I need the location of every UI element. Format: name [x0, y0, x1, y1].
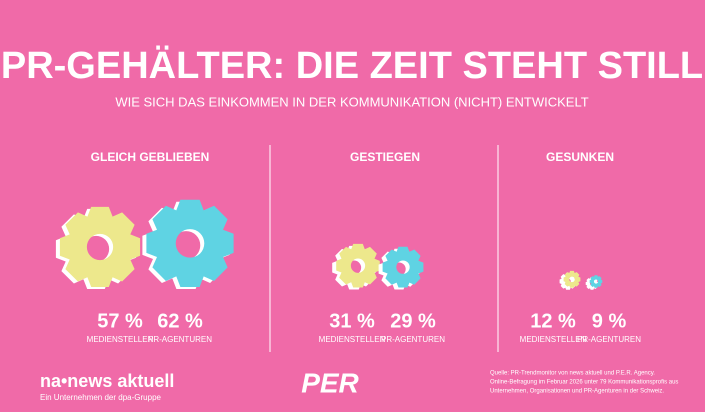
caption: PR-AGENTUREN	[381, 335, 445, 344]
logo: PER	[301, 367, 359, 398]
percent-label: 57 %	[97, 310, 143, 332]
caption: MEDIENSTELLEN	[319, 335, 386, 344]
group-heading: GLEICH GEBLIEBEN	[91, 150, 210, 164]
gear	[146, 199, 234, 287]
source-line: Unternehmen, Organisationen und PR-Agent…	[490, 389, 664, 395]
source-line: Quelle: PR-Trendmonitor von news aktuell…	[490, 371, 655, 377]
caption: PR-AGENTUREN	[148, 335, 212, 344]
percent-label: 9 %	[592, 310, 627, 332]
caption: MEDIENSTELLEN	[520, 335, 587, 344]
gear	[336, 243, 380, 288]
percent-label: 29 %	[390, 310, 436, 332]
gear	[563, 270, 581, 288]
caption: PR-AGENTUREN	[577, 335, 641, 344]
subtitle: WIE SICH DAS EINKOMMEN IN DER KOMMUNIKAT…	[115, 94, 588, 109]
gear	[59, 206, 141, 287]
gear	[382, 246, 424, 288]
percent-label: 31 %	[329, 310, 375, 332]
brand: na•news aktuell	[40, 371, 174, 391]
source-line: Online-Befragung im Februar 2026 unter 7…	[490, 380, 678, 386]
group-heading: GESUNKEN	[546, 150, 614, 164]
caption: MEDIENSTELLEN	[87, 335, 154, 344]
gear	[589, 275, 603, 288]
group-heading: GESTIEGEN	[350, 150, 420, 164]
percent-label: 62 %	[157, 310, 203, 332]
percent-label: 12 %	[530, 310, 576, 332]
brand-sub: Ein Unternehmen der dpa-Gruppe	[40, 393, 162, 402]
title: PR-GEHÄLTER: DIE ZEIT STEHT STILL	[1, 44, 703, 87]
